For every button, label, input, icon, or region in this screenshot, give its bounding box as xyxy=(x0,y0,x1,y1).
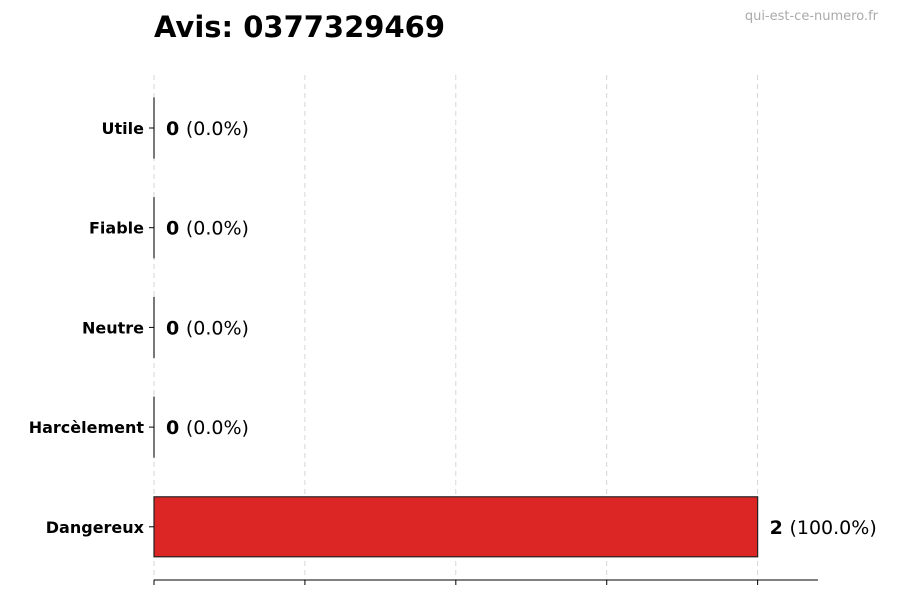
y-tick-label: Harcèlement xyxy=(29,418,145,437)
data-label-count: 0 xyxy=(166,417,186,439)
y-tick-label: Utile xyxy=(102,119,145,138)
y-tick-label: Neutre xyxy=(82,318,144,337)
data-label-count: 0 xyxy=(166,118,186,140)
data-label-percent: (100.0%) xyxy=(789,517,876,539)
data-label: 0 (0.0%) xyxy=(166,118,249,140)
data-label-percent: (0.0%) xyxy=(186,317,249,339)
data-label-percent: (0.0%) xyxy=(186,118,249,140)
data-label-percent: (0.0%) xyxy=(186,218,249,240)
y-tick-label: Dangereux xyxy=(46,518,145,537)
watermark: qui-est-ce-numero.fr xyxy=(744,9,878,24)
data-label: 0 (0.0%) xyxy=(166,317,249,339)
data-label: 0 (0.0%) xyxy=(166,218,249,240)
data-label-count: 2 xyxy=(770,517,790,539)
chart-title: Avis: 0377329469 xyxy=(154,10,445,44)
data-label-count: 0 xyxy=(166,218,186,240)
data-label-count: 0 xyxy=(166,317,186,339)
data-label: 2 (100.0%) xyxy=(770,517,877,539)
y-tick-label: Fiable xyxy=(89,219,144,238)
data-label: 0 (0.0%) xyxy=(166,417,249,439)
bar-dangereux xyxy=(153,496,759,558)
data-label-percent: (0.0%) xyxy=(186,417,249,439)
